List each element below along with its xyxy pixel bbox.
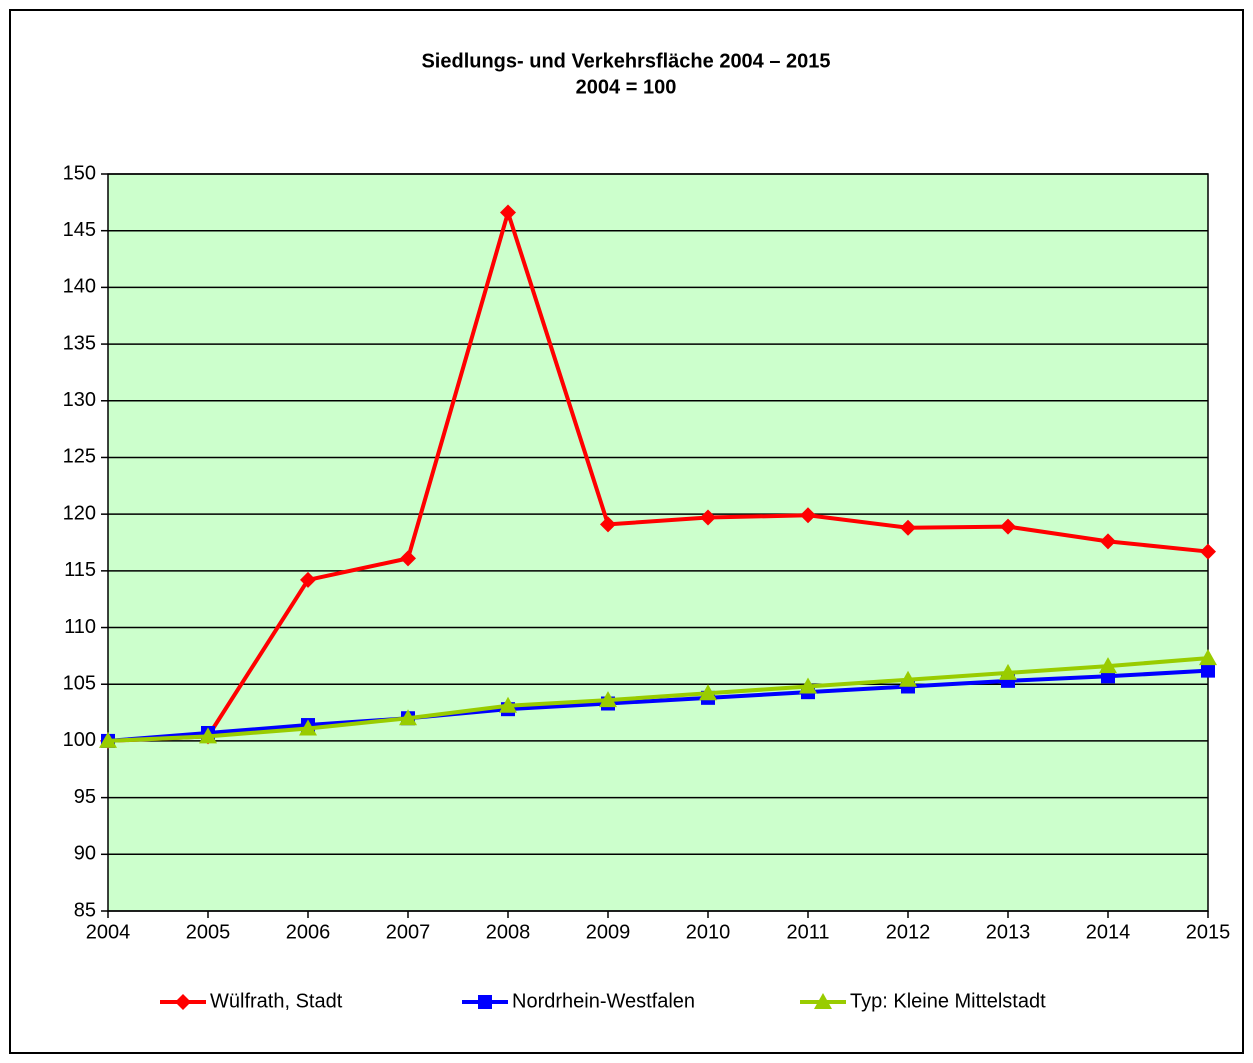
x-tick-label: 2007 (386, 921, 431, 943)
marker (299, 719, 317, 736)
x-tick-label: 2015 (1186, 921, 1231, 943)
marker (399, 709, 417, 726)
marker (1100, 533, 1116, 550)
marker (899, 670, 917, 687)
y-tick-label: 110 (64, 616, 96, 638)
chart-subtitle: 2004 = 100 (576, 76, 677, 98)
marker (499, 696, 517, 713)
marker (700, 509, 716, 526)
x-tick-label: 2009 (586, 921, 631, 943)
legend-label: Typ: Kleine Mittelstadt (850, 990, 1046, 1012)
y-tick-label: 145 (63, 219, 96, 241)
marker (1200, 543, 1216, 560)
legend-marker (175, 994, 191, 1010)
y-tick-label: 140 (63, 276, 96, 298)
marker (400, 550, 416, 567)
marker (799, 677, 817, 694)
y-tick-label: 95 (74, 786, 96, 808)
y-tick-label: 85 (74, 899, 96, 921)
y-tick-label: 125 (63, 446, 96, 468)
x-tick-label: 2008 (486, 921, 531, 943)
marker (1201, 663, 1215, 678)
series-line (107, 210, 1209, 743)
marker (600, 516, 616, 533)
legend-marker (478, 995, 492, 1009)
y-tick-label: 120 (63, 502, 96, 524)
y-tick-label: 135 (63, 332, 96, 354)
marker (199, 727, 217, 744)
marker (300, 571, 316, 588)
y-tick-label: 130 (63, 389, 96, 411)
x-tick-label: 2010 (686, 921, 731, 943)
plot-area (108, 174, 1208, 911)
plot-border (107, 173, 1209, 912)
legend-marker (814, 993, 832, 1009)
legend-label: Nordrhein-Westfalen (512, 990, 695, 1012)
marker (1099, 657, 1117, 674)
marker (800, 507, 816, 524)
marker (500, 204, 516, 221)
x-tick-label: 2004 (86, 921, 131, 943)
y-tick-label: 100 (63, 729, 96, 751)
x-tick-label: 2005 (186, 921, 231, 943)
series-line (107, 656, 1209, 743)
marker (900, 519, 916, 536)
x-tick-label: 2011 (786, 921, 829, 943)
legend-label: Wülfrath, Stadt (210, 990, 343, 1012)
y-tick-label: 105 (63, 673, 96, 695)
y-tick-label: 115 (64, 559, 96, 581)
x-tick-label: 2014 (1086, 921, 1131, 943)
marker (599, 691, 617, 708)
marker (999, 663, 1017, 680)
y-tick-label: 150 (63, 162, 96, 184)
x-tick-label: 2006 (286, 921, 331, 943)
marker (1199, 649, 1217, 666)
series-line (107, 668, 1209, 743)
marker (99, 731, 117, 748)
y-tick-label: 90 (74, 843, 96, 865)
x-tick-label: 2012 (886, 921, 931, 943)
marker (1000, 518, 1016, 535)
chart-title: Siedlungs- und Verkehrsfläche 2004 – 201… (421, 50, 830, 72)
marker (699, 684, 717, 701)
x-tick-label: 2013 (986, 921, 1031, 943)
